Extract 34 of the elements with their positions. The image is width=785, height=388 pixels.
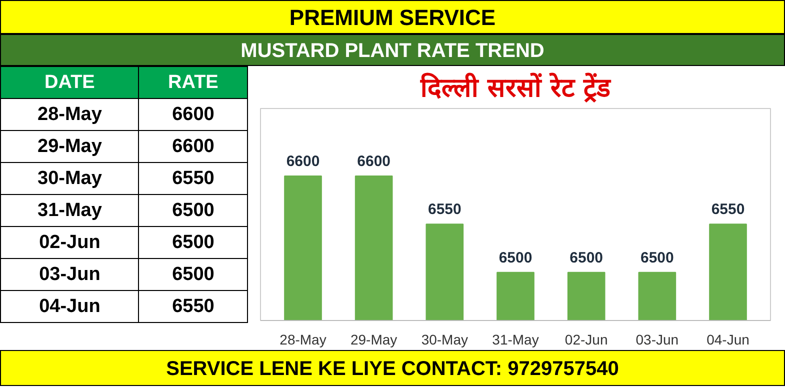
text: DATE — [0, 66, 139, 98]
data-label: 6600 — [138, 98, 248, 130]
data-label: 6550 — [138, 162, 248, 194]
data-label: 6550 — [138, 290, 248, 322]
category-label: 03-Jun — [0, 258, 139, 290]
x-tick-label: 29-May — [350, 332, 398, 348]
data-label: 6500 — [570, 249, 604, 266]
data-label: 6500 — [138, 226, 248, 258]
x-tick-label: 02-Jun — [564, 332, 608, 348]
text: MUSTARD PLANT RATE TREND — [240, 39, 544, 64]
data-label: 6500 — [138, 258, 248, 290]
x-tick-label: 31-May — [492, 332, 539, 348]
x-tick-label: 28-May — [280, 332, 326, 348]
text: RATE — [138, 66, 248, 98]
category-label: 28-May — [0, 98, 139, 130]
category-label: 29-May — [0, 130, 139, 162]
category-label: 02-Jun — [0, 226, 139, 258]
x-tick-label: 04-Jun — [706, 332, 750, 348]
category-label: 30-May — [0, 162, 139, 194]
data-label: 6600 — [286, 152, 320, 170]
data-label: 6500 — [640, 249, 674, 266]
data-label: 6550 — [711, 201, 745, 218]
data-label: 6600 — [357, 152, 391, 170]
x-tick-label: 03-Jun — [636, 332, 679, 348]
category-label: 31-May — [0, 194, 139, 226]
data-label: 6500 — [138, 194, 248, 226]
data-label: 6550 — [428, 201, 462, 218]
data-label: 6500 — [498, 249, 532, 266]
text: PREMIUM SERVICE — [289, 4, 496, 32]
chart-title: दिल्ली सरसों रेट ट्रेंड — [419, 72, 612, 104]
category-label: 04-Jun — [0, 290, 139, 322]
text: SERVICE LENE KE LIYE CONTACT: 9729757540 — [166, 357, 619, 382]
x-tick-label: 30-May — [421, 332, 468, 348]
data-label: 6600 — [138, 130, 248, 162]
